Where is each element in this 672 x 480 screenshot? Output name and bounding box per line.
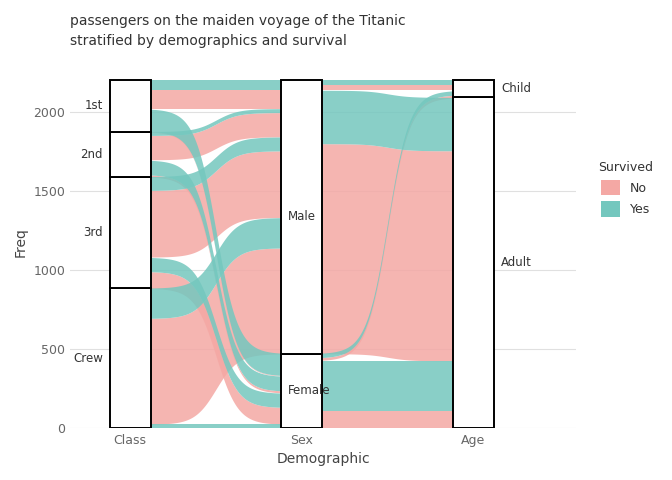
Text: Female: Female (288, 384, 331, 397)
Bar (110, 177, 151, 288)
Legend: No, Yes: No, Yes (593, 156, 658, 222)
Text: Male: Male (288, 210, 316, 223)
X-axis label: Demographic: Demographic (276, 452, 370, 466)
Bar (282, 80, 323, 354)
Bar (453, 97, 494, 428)
Bar (282, 354, 323, 428)
Text: 3rd: 3rd (83, 226, 103, 239)
Text: 2nd: 2nd (80, 147, 103, 160)
Text: Adult: Adult (501, 256, 532, 269)
Text: passengers on the maiden voyage of the Titanic
stratified by demographics and su: passengers on the maiden voyage of the T… (70, 14, 406, 48)
Bar (110, 288, 151, 428)
Text: Crew: Crew (73, 351, 103, 365)
Text: 1st: 1st (85, 99, 103, 112)
Y-axis label: Freq: Freq (14, 228, 28, 257)
Bar (110, 132, 151, 177)
Bar (110, 80, 151, 132)
Bar (453, 80, 494, 97)
Text: Child: Child (501, 82, 531, 95)
